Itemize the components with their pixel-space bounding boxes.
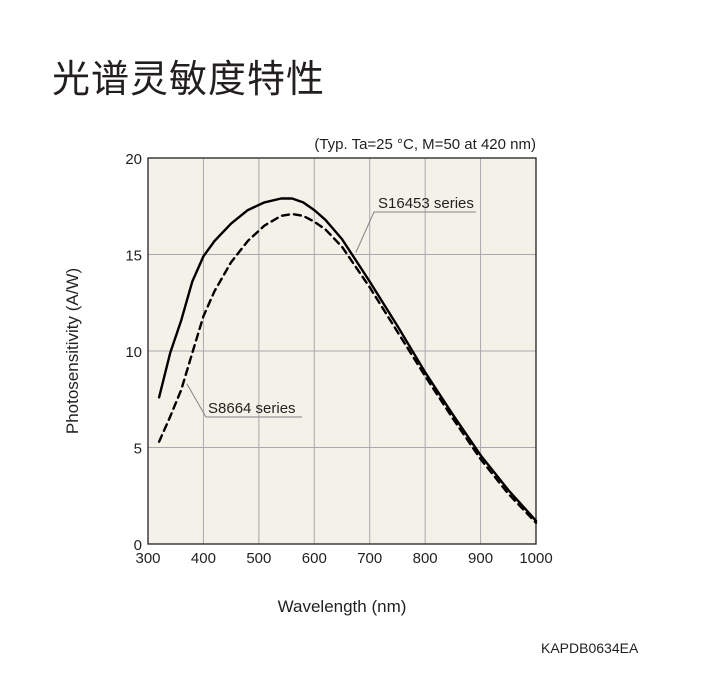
x-tick-label: 500 [246,550,271,567]
series-line [157,212,538,524]
y-axis-label: Photosensitivity (A/W) [63,268,82,434]
x-tick-label: 400 [191,550,216,567]
axis-ticks: 300 400 500 600 700 800 900 1000 0 5 10 15 20 [125,151,552,567]
plot-frame [147,157,537,545]
grid [148,158,536,544]
x-tick-label: 300 [135,550,160,567]
annotation-label: S16453 series [378,195,474,212]
x-tick-label: 600 [302,550,327,567]
y-tick-label: 10 [125,344,142,361]
x-tick-label: 800 [413,550,438,567]
x-tick-label: 900 [468,550,493,567]
annotation-label: S8664 series [208,400,296,417]
chart-subtitle: (Typ. Ta=25 °C, M=50 at 420 nm) [314,136,536,153]
y-tick-label: 0 [134,537,142,554]
annotation-leader [186,383,302,418]
annotation-leader [355,211,476,253]
annotations: S16453 series S8664 series [186,195,476,418]
page-title: 光谱灵敏度特性 [52,57,326,101]
y-tick-label: 5 [134,441,142,458]
x-tick-label: 700 [357,550,382,567]
x-tick-label: 1000 [519,550,552,567]
y-tick-label: 20 [125,151,142,168]
y-tick-label: 15 [125,248,142,265]
x-axis-label: Wavelength (nm) [278,597,407,616]
series-lines [157,197,538,524]
document-code: KAPDB0634EA [541,640,639,656]
series-line [157,197,538,522]
